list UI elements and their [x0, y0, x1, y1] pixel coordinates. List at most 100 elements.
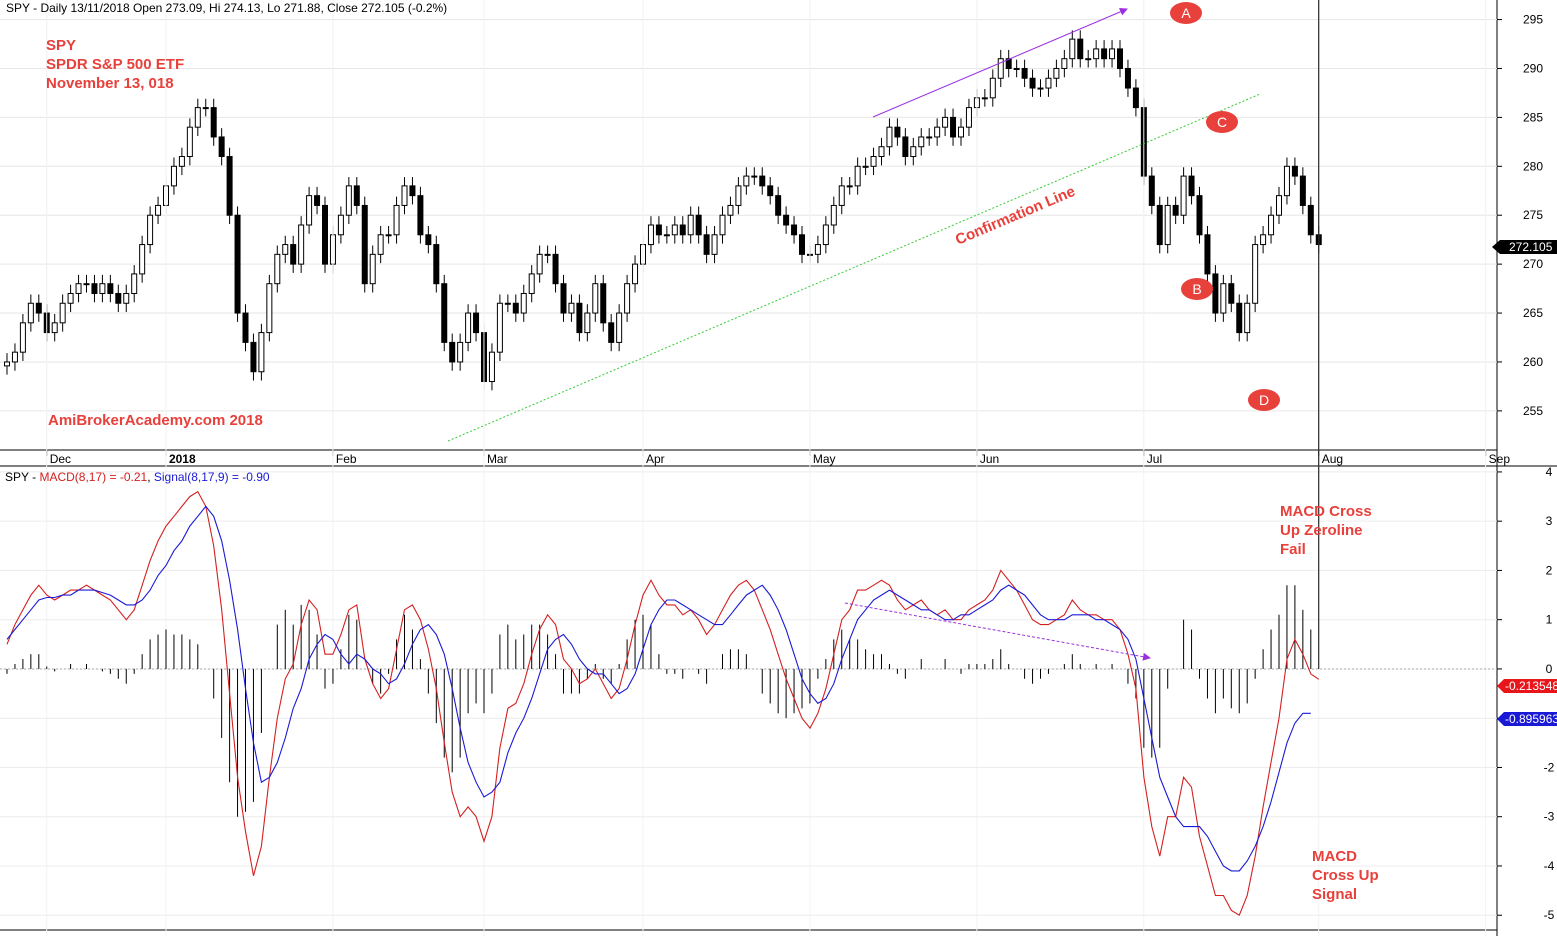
candle-body — [1093, 48, 1100, 60]
candle-body — [886, 126, 893, 148]
candle — [409, 177, 416, 205]
candle — [1260, 225, 1267, 254]
marker-letter: D — [1259, 392, 1269, 408]
candle — [552, 245, 559, 293]
candle-body — [178, 156, 185, 167]
date-tick-label: Jul — [1147, 452, 1162, 466]
annotation-line: Cross Up — [1312, 867, 1379, 884]
candle — [1276, 186, 1282, 225]
candle — [1212, 265, 1219, 322]
candle — [266, 274, 273, 342]
candle — [99, 274, 106, 303]
candle-body — [600, 283, 607, 324]
candle — [322, 196, 328, 273]
candle-body — [655, 224, 662, 236]
candle-body — [695, 214, 702, 236]
last-price-label: 272.105 — [1492, 240, 1557, 254]
candle — [663, 225, 670, 244]
candle-body — [377, 234, 384, 255]
candle — [1069, 30, 1076, 68]
candle-body — [35, 302, 42, 314]
candle-body — [536, 253, 543, 275]
candle — [75, 274, 82, 303]
candle-body — [568, 302, 575, 314]
candle-body — [75, 283, 82, 294]
candle — [544, 245, 551, 264]
macd-tick-label: -4 — [1544, 859, 1555, 873]
macd-line — [6, 490, 1320, 917]
candle-body — [632, 263, 639, 285]
candle — [632, 255, 639, 293]
candle-body — [282, 244, 289, 255]
candle — [361, 196, 368, 293]
candle-body — [918, 136, 925, 148]
candlesticks — [4, 30, 1322, 391]
candle-body — [1101, 48, 1108, 60]
candle-body — [290, 244, 297, 265]
signal-line — [6, 505, 1311, 872]
macd-lines — [6, 490, 1320, 917]
candle-body — [1021, 67, 1028, 79]
candle-body — [1172, 204, 1179, 216]
date-x-axis: Dec2018FebMarAprMayJunJulAugSepOctNov — [46, 450, 1510, 466]
macd-cross-up-signal-label: MACD Cross Up Signal — [1312, 848, 1379, 903]
candle-body — [242, 312, 249, 343]
candle — [814, 235, 821, 264]
candle — [19, 314, 26, 361]
candle-body — [902, 136, 909, 158]
watermark: AmiBrokerAcademy.com 2018 — [48, 412, 263, 429]
candle — [449, 333, 456, 371]
marker-circle — [1181, 278, 1213, 300]
candle — [1204, 225, 1211, 283]
candle-body — [1005, 58, 1012, 69]
candle-body — [1236, 302, 1243, 334]
candle — [703, 225, 710, 264]
candle-body — [894, 126, 901, 138]
candle-body — [226, 156, 233, 216]
candle-body — [496, 302, 503, 353]
candle — [830, 196, 837, 234]
candle-body — [520, 292, 527, 314]
candle — [1148, 167, 1155, 215]
candle — [234, 206, 241, 322]
candle — [1180, 167, 1187, 225]
candle — [981, 89, 988, 107]
candle — [512, 294, 519, 322]
candle — [377, 225, 384, 264]
candle-body — [337, 214, 344, 236]
price-tick-label: 290 — [1523, 61, 1543, 75]
candle-body — [250, 341, 257, 373]
candle-body — [1061, 58, 1068, 69]
candle — [115, 284, 122, 313]
candle-body — [679, 224, 686, 236]
candle — [918, 128, 925, 156]
marker-circle — [1170, 2, 1202, 24]
candle — [1045, 69, 1052, 97]
candle-body — [202, 107, 209, 110]
candle-body — [449, 341, 456, 363]
candle — [846, 177, 853, 195]
candle-body — [1156, 204, 1163, 246]
candle — [194, 98, 201, 136]
candle — [258, 323, 265, 381]
candle — [1061, 49, 1068, 78]
candle-body — [314, 195, 321, 206]
candle-body — [1260, 234, 1267, 246]
candle — [1164, 196, 1171, 254]
candle-body — [1299, 175, 1306, 206]
candle — [210, 98, 217, 146]
candle-body — [361, 204, 368, 285]
candle — [59, 294, 66, 332]
candle-body — [1132, 87, 1139, 109]
point-c: C — [1206, 111, 1238, 133]
macd-tick-label: -3 — [1544, 810, 1555, 824]
svg-text:272.105: 272.105 — [1509, 240, 1553, 254]
candle — [536, 245, 543, 283]
candle-body — [1188, 175, 1195, 197]
candle-body — [1283, 165, 1290, 197]
candle-body — [401, 185, 408, 206]
candle-body — [576, 302, 583, 334]
candle-body — [767, 185, 774, 197]
candle — [393, 196, 400, 244]
